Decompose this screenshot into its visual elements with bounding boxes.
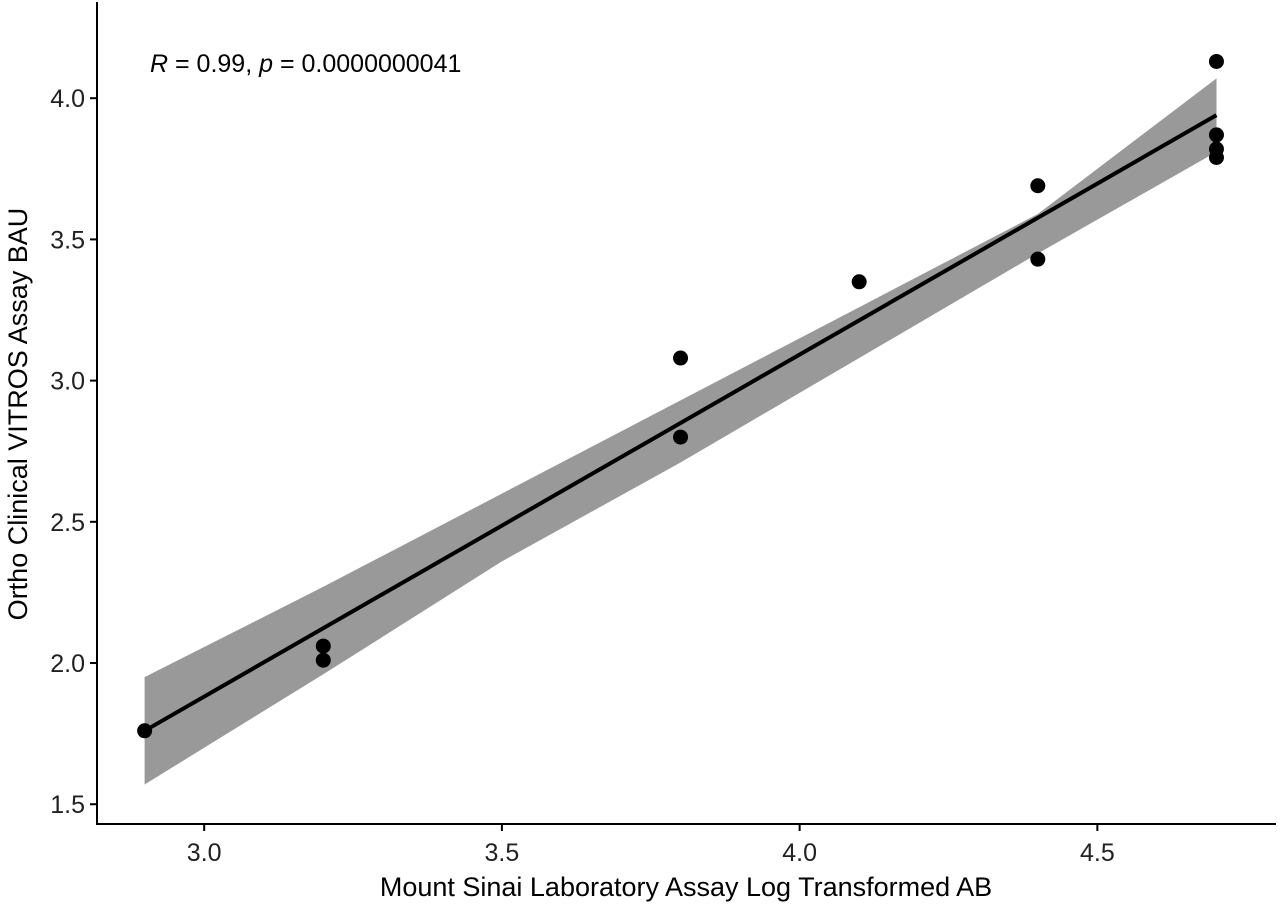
y-axis-title: Ortho Clinical VITROS Assay BAU xyxy=(3,208,33,621)
r-symbol: R xyxy=(150,50,168,78)
p-value: = 0.0000000041 xyxy=(273,50,461,78)
data-point xyxy=(673,429,689,445)
data-point xyxy=(1208,53,1224,69)
data-point xyxy=(1030,251,1046,267)
p-symbol: p xyxy=(258,50,273,78)
x-tick-label: 3.0 xyxy=(187,839,222,867)
data-point xyxy=(137,723,153,739)
labels-layer: Mount Sinai Laboratory Assay Log Transfo… xyxy=(3,50,992,902)
data-point xyxy=(673,350,689,366)
regression-line xyxy=(143,113,1218,733)
data-point xyxy=(315,652,331,668)
x-axis-title: Mount Sinai Laboratory Assay Log Transfo… xyxy=(380,872,992,902)
x-tick-label: 4.0 xyxy=(782,839,817,867)
data-point xyxy=(1208,141,1224,157)
fit-line-layer xyxy=(143,113,1218,733)
y-tick-label: 2.0 xyxy=(50,650,85,678)
y-tick-label: 3.0 xyxy=(50,368,85,396)
axes-layer: 3.0 3.5 4.0 4.5 1.5 2.0 2.5 3.0 3.5 4.0 xyxy=(50,2,1276,867)
data-point xyxy=(1030,178,1046,194)
x-tick-label: 4.5 xyxy=(1080,839,1115,867)
x-tick-label: 3.5 xyxy=(485,839,520,867)
y-tick-label: 4.0 xyxy=(50,85,85,113)
data-point xyxy=(315,638,331,654)
y-tick-label: 2.5 xyxy=(50,509,85,537)
y-tick-label: 1.5 xyxy=(50,791,85,819)
data-point xyxy=(1208,127,1224,143)
data-points-layer xyxy=(137,53,1224,739)
correlation-annotation: R = 0.99, p = 0.0000000041 xyxy=(150,50,461,78)
y-tick-label: 3.5 xyxy=(50,226,85,254)
data-point xyxy=(851,274,867,290)
r-value: = 0.99, xyxy=(168,50,259,78)
